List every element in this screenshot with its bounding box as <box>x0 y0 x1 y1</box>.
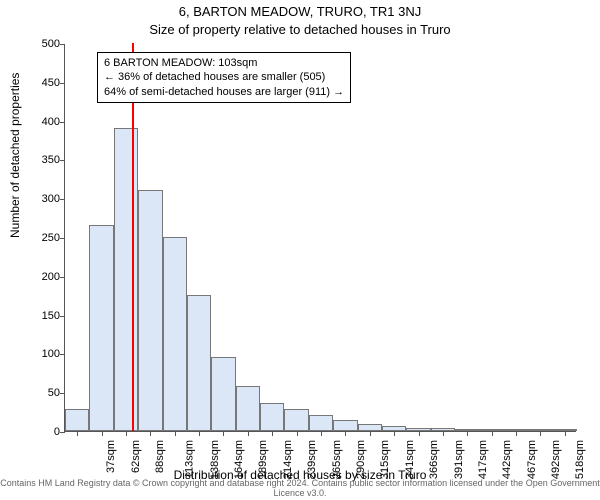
histogram-bar <box>358 424 382 431</box>
x-tick-mark <box>102 431 103 436</box>
x-tick-mark <box>540 431 541 436</box>
y-tick-label: 50 <box>20 387 60 399</box>
y-tick-mark <box>60 238 65 239</box>
y-tick-label: 0 <box>20 426 60 438</box>
histogram-bar <box>260 403 284 431</box>
y-tick-label: 150 <box>20 310 60 322</box>
annotation-box: 6 BARTON MEADOW: 103sqm ← 36% of detache… <box>97 52 351 103</box>
x-tick-label: 88sqm <box>154 440 166 473</box>
y-tick-label: 300 <box>20 193 60 205</box>
histogram-bar <box>211 357 235 431</box>
histogram-bar <box>89 225 113 431</box>
y-tick-mark <box>60 44 65 45</box>
x-tick-mark <box>516 431 517 436</box>
x-tick-mark <box>492 431 493 436</box>
y-tick-mark <box>60 354 65 355</box>
y-tick-label: 100 <box>20 348 60 360</box>
x-tick-mark <box>175 431 176 436</box>
chart-footnote: Contains HM Land Registry data © Crown c… <box>0 478 600 498</box>
annotation-line2: ← 36% of detached houses are smaller (50… <box>104 70 344 84</box>
x-tick-label: 366sqm <box>428 440 440 479</box>
y-tick-mark <box>60 83 65 84</box>
x-tick-label: 341sqm <box>404 440 416 479</box>
x-tick-label: 518sqm <box>575 440 587 479</box>
y-tick-label: 500 <box>20 38 60 50</box>
x-tick-label: 391sqm <box>453 440 465 479</box>
plot-area: 6 BARTON MEADOW: 103sqm ← 36% of detache… <box>64 44 576 432</box>
y-tick-label: 250 <box>20 232 60 244</box>
x-tick-mark <box>565 431 566 436</box>
x-tick-mark <box>77 431 78 436</box>
x-tick-mark <box>248 431 249 436</box>
x-tick-mark <box>297 431 298 436</box>
histogram-bar <box>236 386 260 431</box>
x-tick-mark <box>345 431 346 436</box>
y-tick-label: 450 <box>20 77 60 89</box>
histogram-bar <box>163 237 187 431</box>
y-tick-label: 400 <box>20 116 60 128</box>
histogram-bar <box>114 128 138 431</box>
x-tick-label: 315sqm <box>380 440 392 479</box>
x-tick-label: 138sqm <box>209 440 221 479</box>
x-tick-label: 164sqm <box>233 440 245 479</box>
y-tick-label: 200 <box>20 271 60 283</box>
y-tick-label: 350 <box>20 154 60 166</box>
annotation-line1: 6 BARTON MEADOW: 103sqm <box>104 56 344 70</box>
x-tick-label: 239sqm <box>306 440 318 479</box>
histogram-bar <box>284 409 308 431</box>
y-tick-mark <box>60 122 65 123</box>
y-tick-mark <box>60 199 65 200</box>
y-tick-mark <box>60 277 65 278</box>
x-tick-mark <box>223 431 224 436</box>
x-tick-label: 290sqm <box>355 440 367 479</box>
histogram-bar <box>333 420 357 431</box>
x-tick-mark <box>321 431 322 436</box>
histogram-bar <box>138 190 162 431</box>
chart-title-main: 6, BARTON MEADOW, TRURO, TR1 3NJ <box>0 4 600 19</box>
x-tick-mark <box>443 431 444 436</box>
x-tick-label: 37sqm <box>105 440 117 473</box>
x-tick-mark <box>370 431 371 436</box>
x-tick-label: 467sqm <box>526 440 538 479</box>
chart-title-sub: Size of property relative to detached ho… <box>0 22 600 37</box>
x-tick-label: 189sqm <box>258 440 270 479</box>
x-tick-mark <box>272 431 273 436</box>
x-tick-mark <box>150 431 151 436</box>
histogram-bar <box>65 409 89 431</box>
y-tick-mark <box>60 316 65 317</box>
y-tick-mark <box>60 432 65 433</box>
x-tick-label: 113sqm <box>184 440 196 478</box>
y-tick-mark <box>60 160 65 161</box>
y-tick-mark <box>60 393 65 394</box>
x-tick-label: 265sqm <box>331 440 343 479</box>
annotation-line3: 64% of semi-detached houses are larger (… <box>104 85 344 99</box>
x-tick-mark <box>394 431 395 436</box>
x-tick-mark <box>467 431 468 436</box>
x-tick-label: 442sqm <box>501 440 513 479</box>
histogram-bar <box>187 295 211 431</box>
histogram-bar <box>309 415 333 431</box>
x-tick-label: 214sqm <box>282 440 294 479</box>
x-tick-mark <box>199 431 200 436</box>
x-tick-mark <box>126 431 127 436</box>
histogram-chart: 6, BARTON MEADOW, TRURO, TR1 3NJ Size of… <box>0 0 600 500</box>
x-tick-label: 417sqm <box>477 440 489 479</box>
x-tick-label: 492sqm <box>550 440 562 479</box>
x-tick-label: 62sqm <box>130 440 142 473</box>
x-tick-mark <box>419 431 420 436</box>
